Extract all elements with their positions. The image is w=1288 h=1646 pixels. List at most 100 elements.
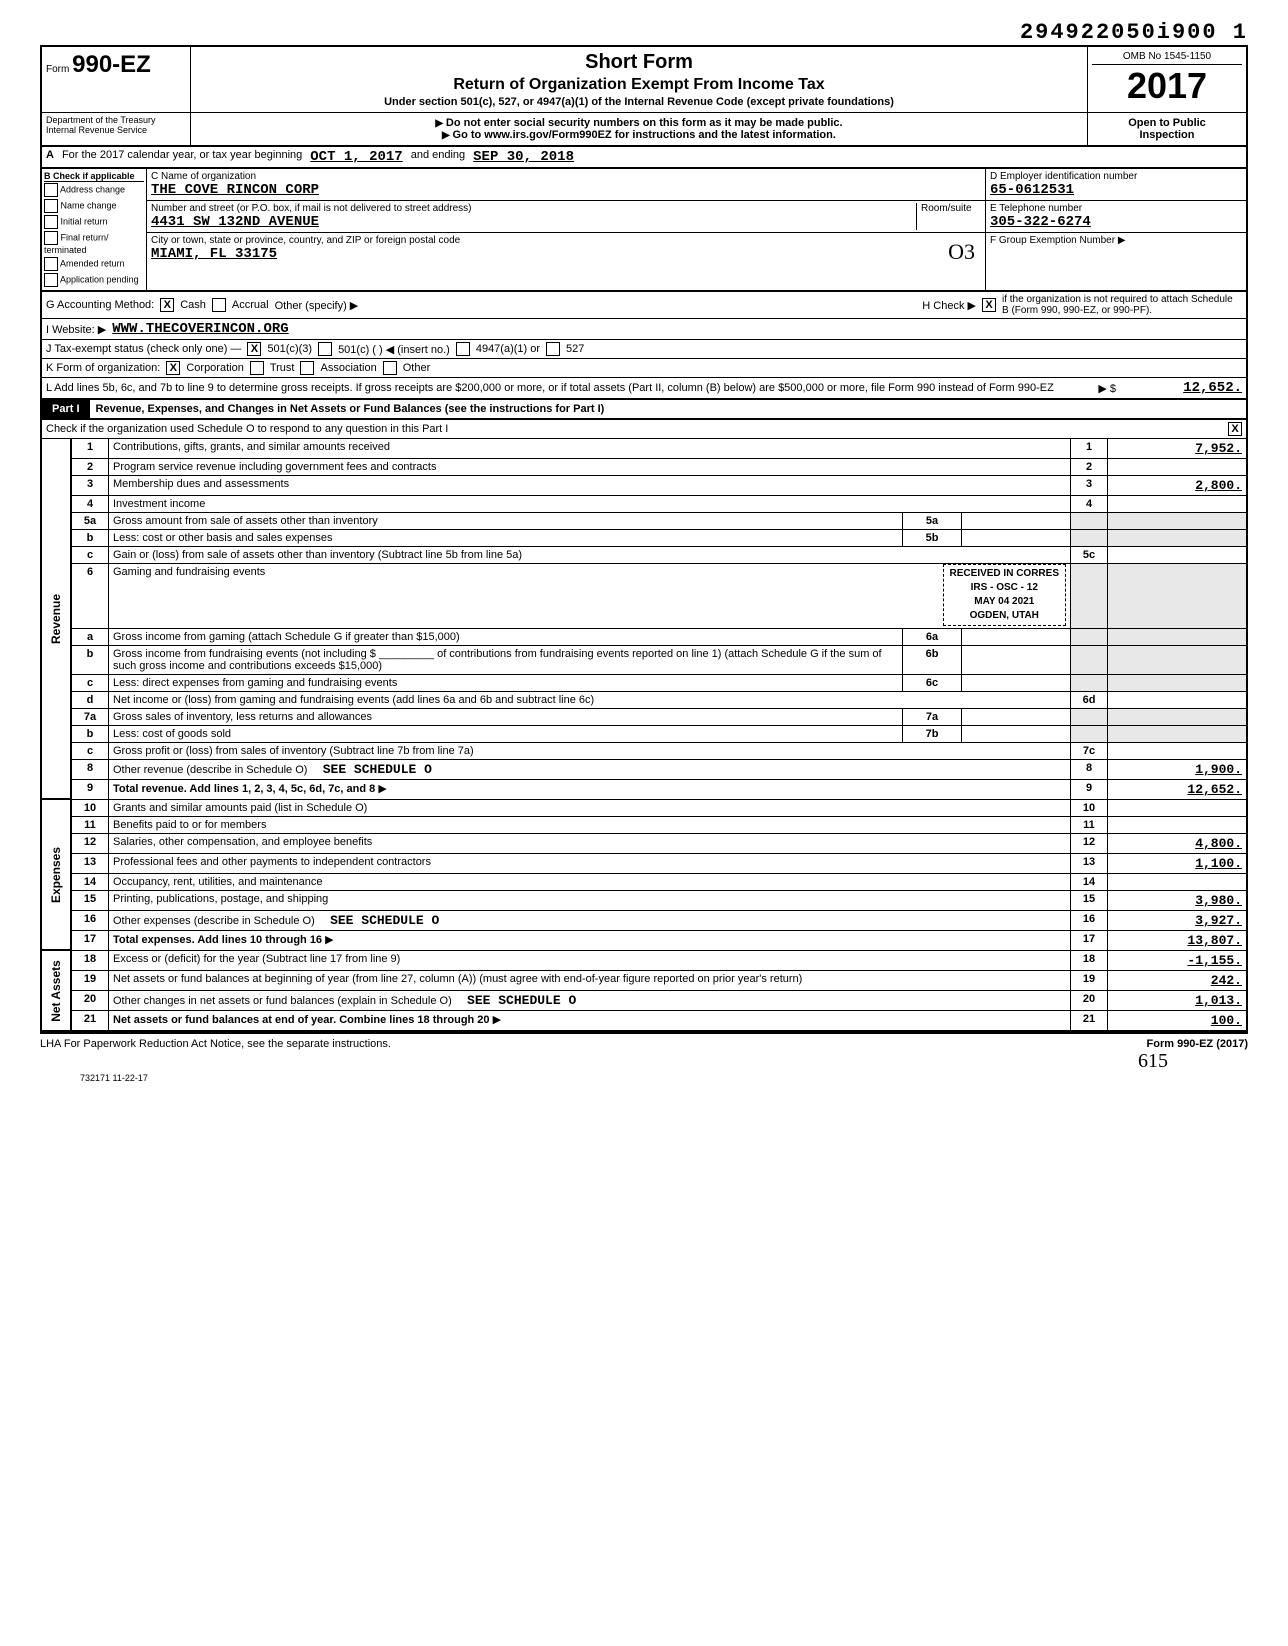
gross-receipts: 12,652. [1122, 380, 1242, 396]
right-line-number: 15 [1071, 891, 1108, 911]
chk-app-pending[interactable] [44, 273, 58, 287]
inner-line-number: 7b [903, 726, 962, 743]
inner-line-number: 6b [903, 646, 962, 675]
check-if-applicable: B Check if applicable [44, 171, 144, 182]
city-label: City or town, state or province, country… [151, 235, 981, 246]
shaded-cell [1108, 564, 1248, 629]
line-l-text: L Add lines 5b, 6c, and 7b to line 9 to … [46, 382, 1092, 394]
chk-initial-return[interactable] [44, 215, 58, 229]
org-city: MIAMI, FL 33175 [151, 246, 981, 262]
ssn-warning: Do not enter social security numbers on … [195, 117, 1083, 129]
lbl-corporation: Corporation [186, 362, 243, 374]
chk-cash[interactable]: X [160, 298, 174, 312]
chk-amended[interactable] [44, 257, 58, 271]
chk-schedule-b[interactable]: X [982, 298, 996, 312]
chk-schedule-o[interactable]: X [1228, 422, 1242, 436]
instructions-link: Go to www.irs.gov/Form990EZ for instruct… [195, 129, 1083, 141]
part1-title: Revenue, Expenses, and Changes in Net As… [90, 400, 1246, 418]
line-description: Gross sales of inventory, less returns a… [109, 709, 903, 726]
shaded-cell [1071, 646, 1108, 675]
line-description: Gross amount from sale of assets other t… [109, 513, 903, 530]
line-h-tail: if the organization is not required to a… [1002, 294, 1242, 316]
chk-association[interactable] [300, 361, 314, 375]
right-line-number: 1 [1071, 439, 1108, 459]
line-description: Excess or (deficit) for the year (Subtra… [109, 951, 1071, 971]
shaded-cell [1108, 513, 1248, 530]
shaded-cell [1108, 530, 1248, 547]
line-a-letter: A [46, 149, 54, 165]
line-number: c [71, 743, 109, 760]
chk-name-change[interactable] [44, 199, 58, 213]
chk-trust[interactable] [250, 361, 264, 375]
line-description: Contributions, gifts, grants, and simila… [109, 439, 1071, 459]
org-name: THE COVE RINCON CORP [151, 182, 981, 198]
omb-number: OMB No 1545-1150 [1092, 51, 1242, 65]
chk-address-change[interactable] [44, 183, 58, 197]
right-line-number: 6d [1071, 692, 1108, 709]
lbl-app-pending: Application pending [60, 274, 139, 284]
line-description: Less: cost or other basis and sales expe… [109, 530, 903, 547]
line-description: Membership dues and assessments [109, 476, 1071, 496]
line-number: 21 [71, 1011, 109, 1032]
right-line-number: 8 [1071, 760, 1108, 780]
chk-final-return[interactable] [44, 231, 58, 245]
chk-accrual[interactable] [212, 298, 226, 312]
lbl-4947: 4947(a)(1) or [476, 343, 540, 355]
line-description: Other revenue (describe in Schedule O) S… [109, 760, 1071, 780]
line-number: b [71, 726, 109, 743]
expenses-side-label: Expenses [49, 846, 63, 902]
treasury-dept: Department of the Treasury Internal Reve… [42, 113, 191, 145]
chk-other-org[interactable] [383, 361, 397, 375]
inner-line-value [962, 629, 1071, 646]
line-amount: 13,807. [1108, 931, 1248, 951]
tax-year: 2017 [1092, 65, 1242, 107]
line-number: 13 [71, 854, 109, 874]
handwritten-number: 615 [40, 1050, 1248, 1073]
line-amount: 1,900. [1108, 760, 1248, 780]
right-line-number: 11 [1071, 817, 1108, 834]
right-line-number: 16 [1071, 911, 1108, 931]
inner-line-value [962, 646, 1071, 675]
line-j-label: J Tax-exempt status (check only one) — [46, 343, 241, 355]
line-number: c [71, 675, 109, 692]
line-amount: 242. [1108, 971, 1248, 991]
line-description: Salaries, other compensation, and employ… [109, 834, 1071, 854]
line-a-mid: and ending [411, 149, 465, 165]
lbl-accrual: Accrual [232, 299, 269, 311]
chk-527[interactable] [546, 342, 560, 356]
line-number: 12 [71, 834, 109, 854]
inner-line-number: 6c [903, 675, 962, 692]
line-description: Other expenses (describe in Schedule O) … [109, 911, 1071, 931]
line-amount: -1,155. [1108, 951, 1248, 971]
line-a-text: For the 2017 calendar year, or tax year … [62, 149, 302, 165]
line-number: b [71, 646, 109, 675]
line-amount: 1,100. [1108, 854, 1248, 874]
line-h-label: H Check ▶ [922, 299, 976, 312]
lbl-501c3: 501(c)(3) [267, 343, 312, 355]
line-amount [1108, 817, 1248, 834]
line-number: 4 [71, 496, 109, 513]
line-amount [1108, 547, 1248, 564]
chk-501c3[interactable]: X [247, 342, 261, 356]
line-number: 5a [71, 513, 109, 530]
part1-label: Part I [42, 400, 90, 418]
chk-501c[interactable] [318, 342, 332, 356]
shaded-cell [1108, 646, 1248, 675]
lha-notice: LHA For Paperwork Reduction Act Notice, … [40, 1038, 391, 1050]
line-number: 8 [71, 760, 109, 780]
right-line-number: 21 [1071, 1011, 1108, 1032]
shaded-cell [1108, 629, 1248, 646]
shaded-cell [1071, 675, 1108, 692]
chk-4947[interactable] [456, 342, 470, 356]
line-amount: 7,952. [1108, 439, 1248, 459]
chk-corporation[interactable]: X [166, 361, 180, 375]
line-number: 16 [71, 911, 109, 931]
line-number: 6 [71, 564, 109, 629]
form-number: 990-EZ [72, 51, 151, 78]
line-description: Gross profit or (loss) from sales of inv… [109, 743, 1071, 760]
name-label: C Name of organization [151, 171, 981, 182]
line-number: 20 [71, 991, 109, 1011]
revenue-table: 1Contributions, gifts, grants, and simil… [70, 439, 1248, 800]
website-value: WWW.THECOVERINCON.ORG [112, 321, 288, 337]
right-line-number: 2 [1071, 459, 1108, 476]
